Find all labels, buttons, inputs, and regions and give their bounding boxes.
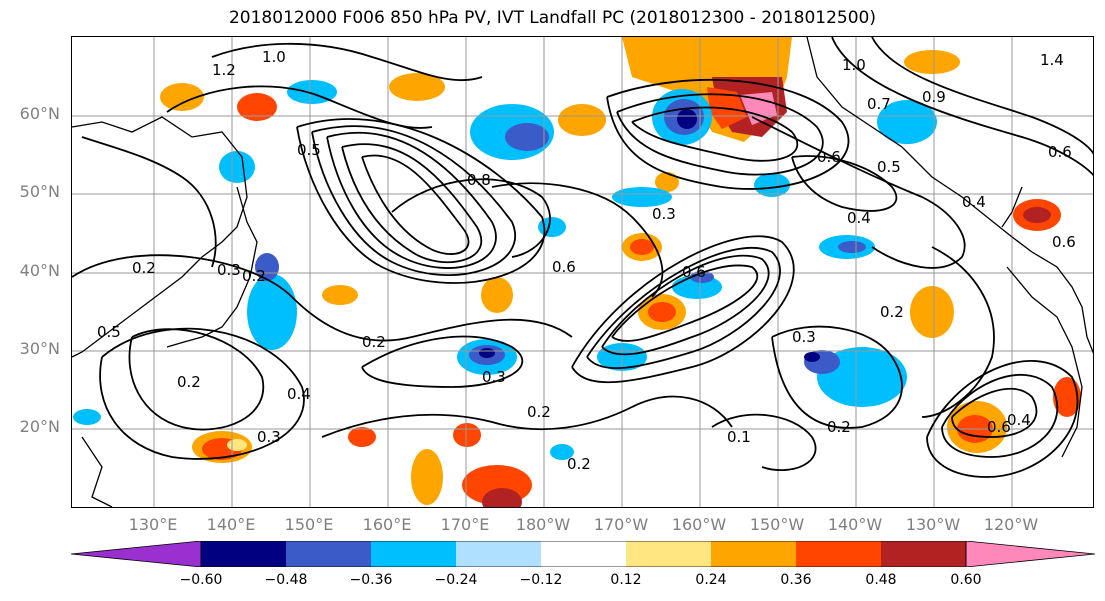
contour-label: 0.4 bbox=[287, 385, 311, 403]
contour-label: 0.6 bbox=[552, 258, 576, 276]
colorbar-tick: −0.12 bbox=[519, 572, 563, 588]
contour-label: 0.2 bbox=[880, 303, 904, 321]
lon-label: 150°W bbox=[749, 515, 805, 534]
colorbar-segment bbox=[456, 541, 541, 567]
colorbar bbox=[71, 541, 1095, 567]
lat-label: 60°N bbox=[19, 104, 60, 123]
contour-label: 0.8 bbox=[467, 171, 491, 189]
colorbar-segment bbox=[626, 541, 711, 567]
contour-label: 0.9 bbox=[922, 88, 946, 106]
contour-label: 1.2 bbox=[212, 61, 236, 79]
contour-label: 1.4 bbox=[1040, 51, 1064, 69]
lon-label: 160°E bbox=[362, 515, 412, 534]
contour-label: 0.2 bbox=[567, 455, 591, 473]
colorbar-tick: 0.48 bbox=[865, 572, 897, 588]
contour-label: 0.2 bbox=[527, 403, 551, 421]
contour-label: 0.2 bbox=[827, 418, 851, 436]
colorbar-segment bbox=[201, 541, 286, 567]
colorbar-tick: 0.12 bbox=[610, 572, 642, 588]
lon-label: 160°W bbox=[671, 515, 727, 534]
lon-label: 170°E bbox=[440, 515, 490, 534]
contour-label: 1.0 bbox=[842, 56, 866, 74]
contour-label: 0.3 bbox=[792, 328, 816, 346]
colorbar-segment bbox=[711, 541, 796, 567]
map-title: 2018012000 F006 850 hPa PV, IVT Landfall… bbox=[228, 8, 876, 28]
contour-label: 0.4 bbox=[962, 193, 986, 211]
lon-label: 170°W bbox=[593, 515, 649, 534]
lat-label: 30°N bbox=[19, 339, 60, 358]
map-canvas: 1.0 1.2 1.4 1.0 0.7 0.9 0.6 0.5 0.4 0.3 … bbox=[72, 37, 1093, 507]
colorbar-segment bbox=[541, 541, 626, 567]
contour-label: 0.3 bbox=[482, 368, 506, 386]
contour-label: 0.5 bbox=[297, 141, 321, 159]
lat-label: 50°N bbox=[19, 182, 60, 201]
lon-label: 130°W bbox=[905, 515, 961, 534]
lon-label: 140°E bbox=[206, 515, 256, 534]
contour-label: 0.2 bbox=[177, 373, 201, 391]
contour-label: 0.6 bbox=[1048, 143, 1072, 161]
coastlines bbox=[72, 37, 1093, 507]
contour-label: 0.2 bbox=[362, 333, 386, 351]
lat-label: 40°N bbox=[19, 261, 60, 280]
colorbar-segment bbox=[371, 541, 456, 567]
colorbar-segment bbox=[286, 541, 371, 567]
lon-label: 150°E bbox=[284, 515, 334, 534]
contour-label: 0.3 bbox=[217, 261, 241, 279]
colorbar-tick: −0.60 bbox=[179, 572, 223, 588]
pv-contours bbox=[72, 37, 1093, 478]
colorbar-tick: 0.36 bbox=[780, 572, 812, 588]
contour-label: 0.4 bbox=[847, 209, 871, 227]
colorbar-tick: 0.60 bbox=[950, 572, 982, 588]
colorbar-tick: 0.24 bbox=[695, 572, 727, 588]
contour-label: 0.3 bbox=[257, 428, 281, 446]
contour-label: 0.3 bbox=[652, 205, 676, 223]
colorbar-segment bbox=[71, 541, 202, 567]
lon-label: 140°W bbox=[827, 515, 883, 534]
contour-label: 0.1 bbox=[727, 428, 751, 446]
map-panel: 1.0 1.2 1.4 1.0 0.7 0.9 0.6 0.5 0.4 0.3 … bbox=[71, 36, 1094, 508]
colorbar-segment bbox=[796, 541, 881, 567]
lat-label: 20°N bbox=[19, 417, 60, 436]
contour-label: 0.5 bbox=[877, 158, 901, 176]
lon-label: 130°E bbox=[128, 515, 178, 534]
colorbar-tick: −0.48 bbox=[264, 572, 308, 588]
contour-label: 0.7 bbox=[867, 95, 891, 113]
colorbar-segment bbox=[881, 541, 966, 567]
contour-label: 0.5 bbox=[97, 323, 121, 341]
colorbar-segment bbox=[965, 541, 1095, 567]
contour-label: 1.0 bbox=[262, 48, 286, 66]
contour-label: 0.6 bbox=[1052, 233, 1076, 251]
contour-label: 0.6 bbox=[817, 148, 841, 166]
contour-label: 0.2 bbox=[242, 267, 266, 285]
lon-label: 180°W bbox=[515, 515, 571, 534]
contour-label: 0.6 bbox=[682, 263, 706, 281]
colorbar-tick: −0.36 bbox=[349, 572, 393, 588]
contour-label: 0.2 bbox=[132, 259, 156, 277]
lon-label: 120°W bbox=[983, 515, 1039, 534]
contour-labels: 1.0 1.2 1.4 1.0 0.7 0.9 0.6 0.5 0.4 0.3 … bbox=[97, 48, 1076, 473]
contour-label: 0.6 bbox=[987, 418, 1011, 436]
contour-label: 0.4 bbox=[1007, 411, 1031, 429]
colorbar-tick: −0.24 bbox=[434, 572, 478, 588]
